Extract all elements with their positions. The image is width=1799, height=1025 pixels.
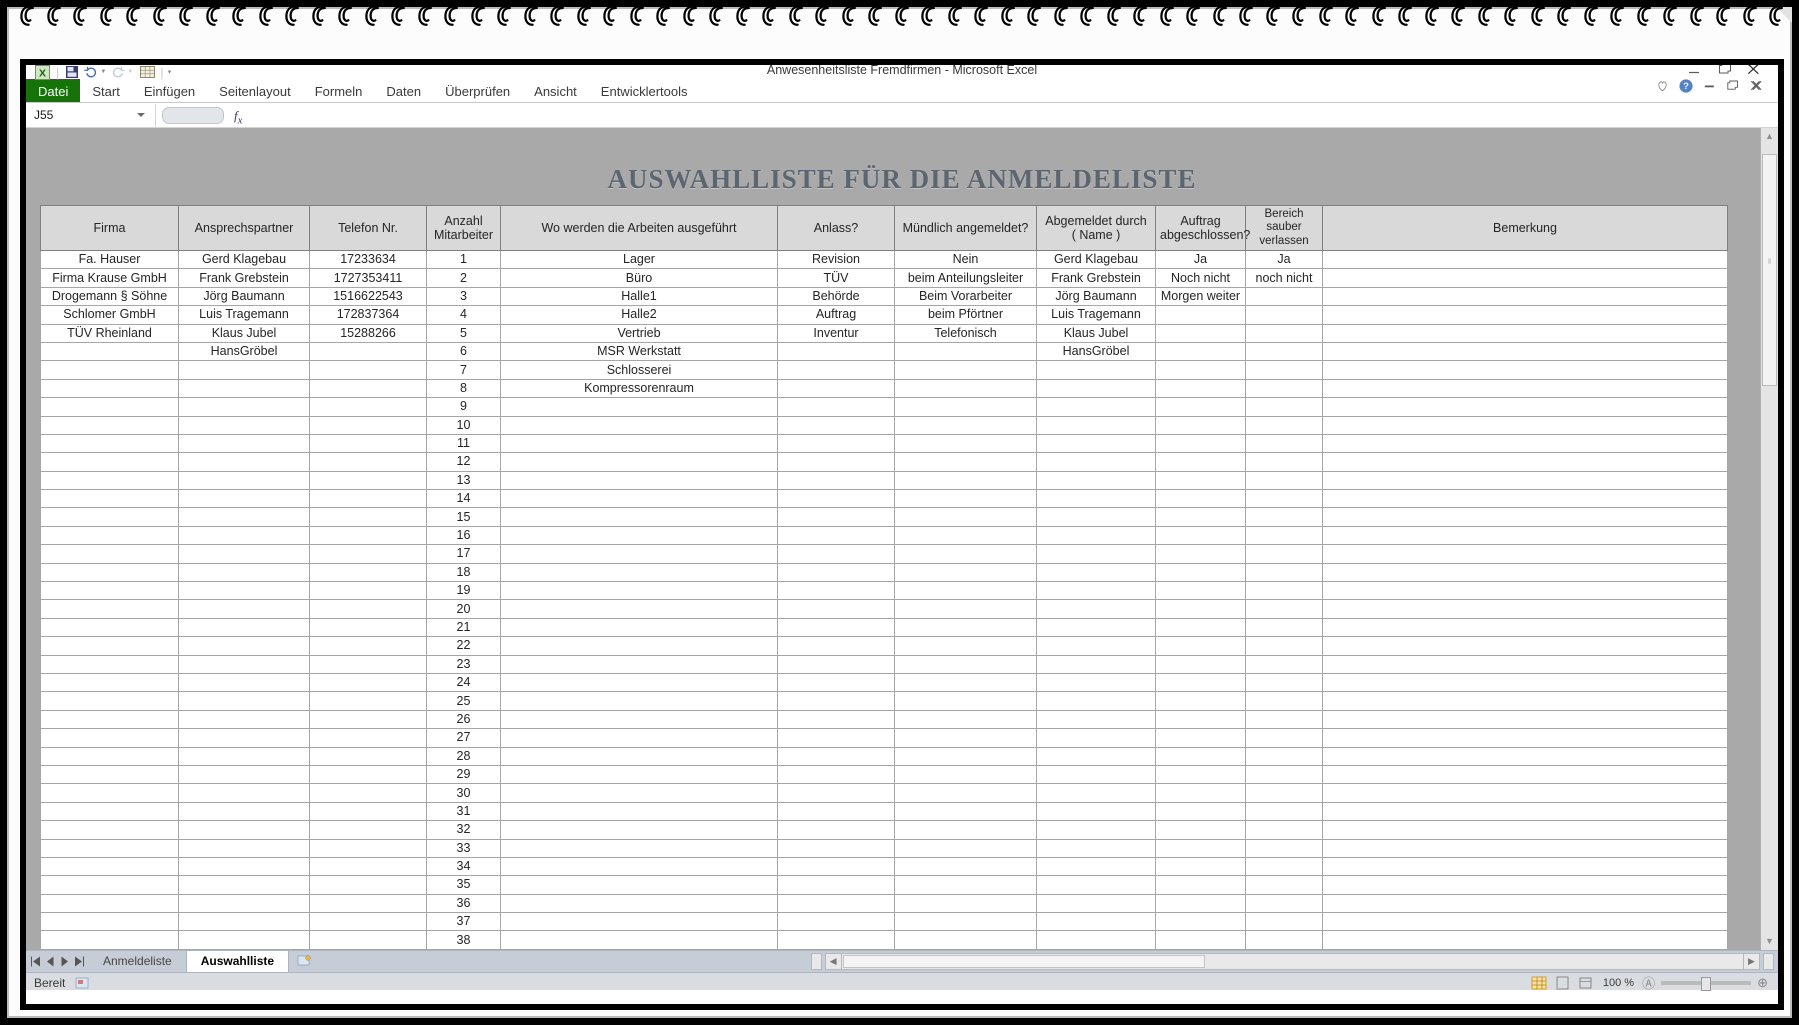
svg-text:?: ?: [1683, 81, 1689, 92]
svg-text:X: X: [39, 67, 46, 79]
